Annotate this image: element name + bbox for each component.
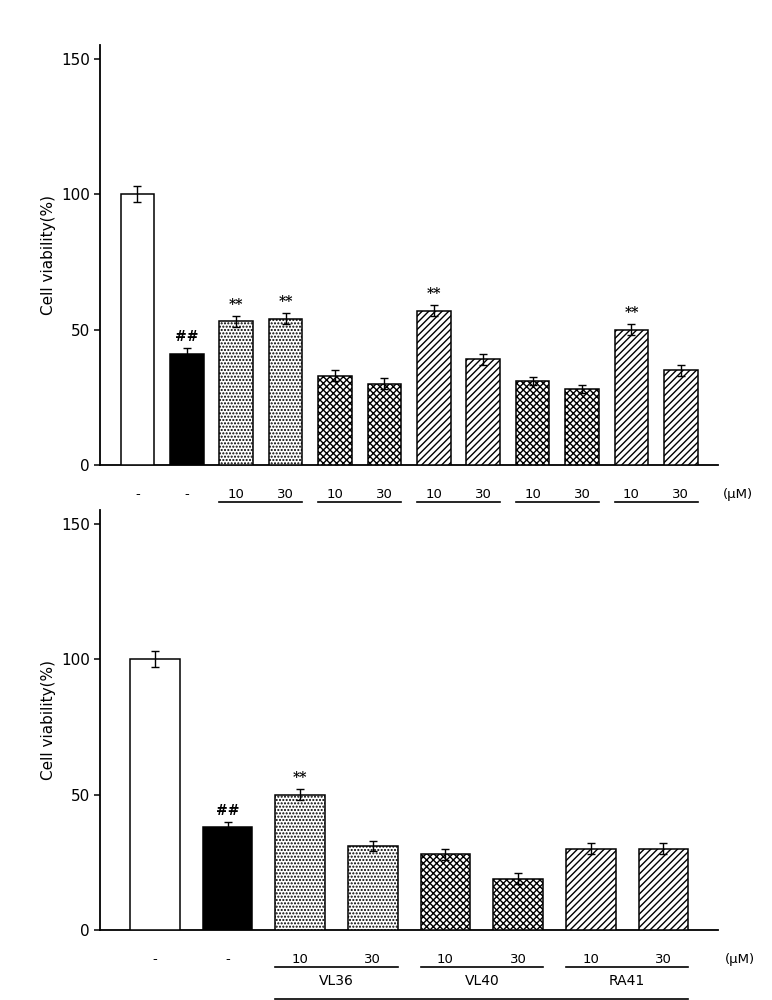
Bar bbox=[638, 849, 688, 930]
Bar bbox=[170, 354, 204, 465]
Text: **: ** bbox=[229, 298, 243, 312]
Text: 30: 30 bbox=[364, 953, 381, 966]
Bar bbox=[219, 321, 253, 465]
Text: 10: 10 bbox=[425, 488, 442, 501]
Bar bbox=[276, 795, 325, 930]
Bar bbox=[417, 311, 451, 465]
Bar bbox=[565, 389, 599, 465]
Text: **: ** bbox=[279, 295, 293, 309]
Text: ##: ## bbox=[175, 330, 198, 344]
Bar bbox=[493, 879, 543, 930]
Text: 10: 10 bbox=[327, 488, 344, 501]
Text: ##: ## bbox=[215, 804, 239, 818]
Text: 10: 10 bbox=[292, 953, 309, 966]
Text: 10: 10 bbox=[623, 488, 640, 501]
Bar bbox=[421, 854, 470, 930]
Text: 30: 30 bbox=[672, 488, 689, 501]
Text: 10: 10 bbox=[228, 488, 245, 501]
Text: -: - bbox=[185, 488, 189, 501]
Text: 10: 10 bbox=[582, 953, 599, 966]
Text: VL21: VL21 bbox=[540, 509, 575, 523]
Text: **: ** bbox=[427, 287, 441, 301]
Text: 30: 30 bbox=[475, 488, 492, 501]
Text: **: ** bbox=[625, 306, 638, 320]
Bar bbox=[615, 330, 648, 465]
Text: -: - bbox=[135, 488, 140, 501]
Y-axis label: Cell viability(%): Cell viability(%) bbox=[40, 660, 56, 780]
Bar bbox=[120, 194, 154, 465]
Bar bbox=[466, 359, 500, 465]
Text: -: - bbox=[225, 953, 230, 966]
Text: MP19: MP19 bbox=[340, 509, 379, 523]
Bar bbox=[203, 827, 252, 930]
Bar bbox=[348, 846, 398, 930]
Text: 30: 30 bbox=[655, 953, 672, 966]
Text: 30: 30 bbox=[510, 953, 527, 966]
Text: 30: 30 bbox=[376, 488, 393, 501]
Text: VL40: VL40 bbox=[465, 974, 499, 988]
Text: Glu(2mM): Glu(2mM) bbox=[425, 547, 493, 561]
Bar bbox=[318, 376, 352, 465]
Bar bbox=[664, 370, 698, 465]
Text: 10: 10 bbox=[524, 488, 541, 501]
Text: RA38: RA38 bbox=[638, 509, 674, 523]
Text: (μM): (μM) bbox=[723, 488, 753, 501]
Bar bbox=[367, 384, 401, 465]
Bar bbox=[566, 849, 615, 930]
Text: -: - bbox=[153, 953, 157, 966]
Text: VL20: VL20 bbox=[441, 509, 476, 523]
Text: RA41: RA41 bbox=[609, 974, 645, 988]
Text: 10: 10 bbox=[437, 953, 454, 966]
Bar bbox=[130, 659, 180, 930]
Text: 30: 30 bbox=[277, 488, 294, 501]
Text: MP17: MP17 bbox=[242, 509, 280, 523]
Text: 30: 30 bbox=[574, 488, 591, 501]
Text: **: ** bbox=[293, 771, 307, 785]
Text: (μM): (μM) bbox=[725, 953, 755, 966]
Text: VL36: VL36 bbox=[319, 974, 354, 988]
Y-axis label: Cell viability(%): Cell viability(%) bbox=[40, 195, 56, 315]
Bar bbox=[516, 381, 550, 465]
Bar bbox=[269, 319, 303, 465]
